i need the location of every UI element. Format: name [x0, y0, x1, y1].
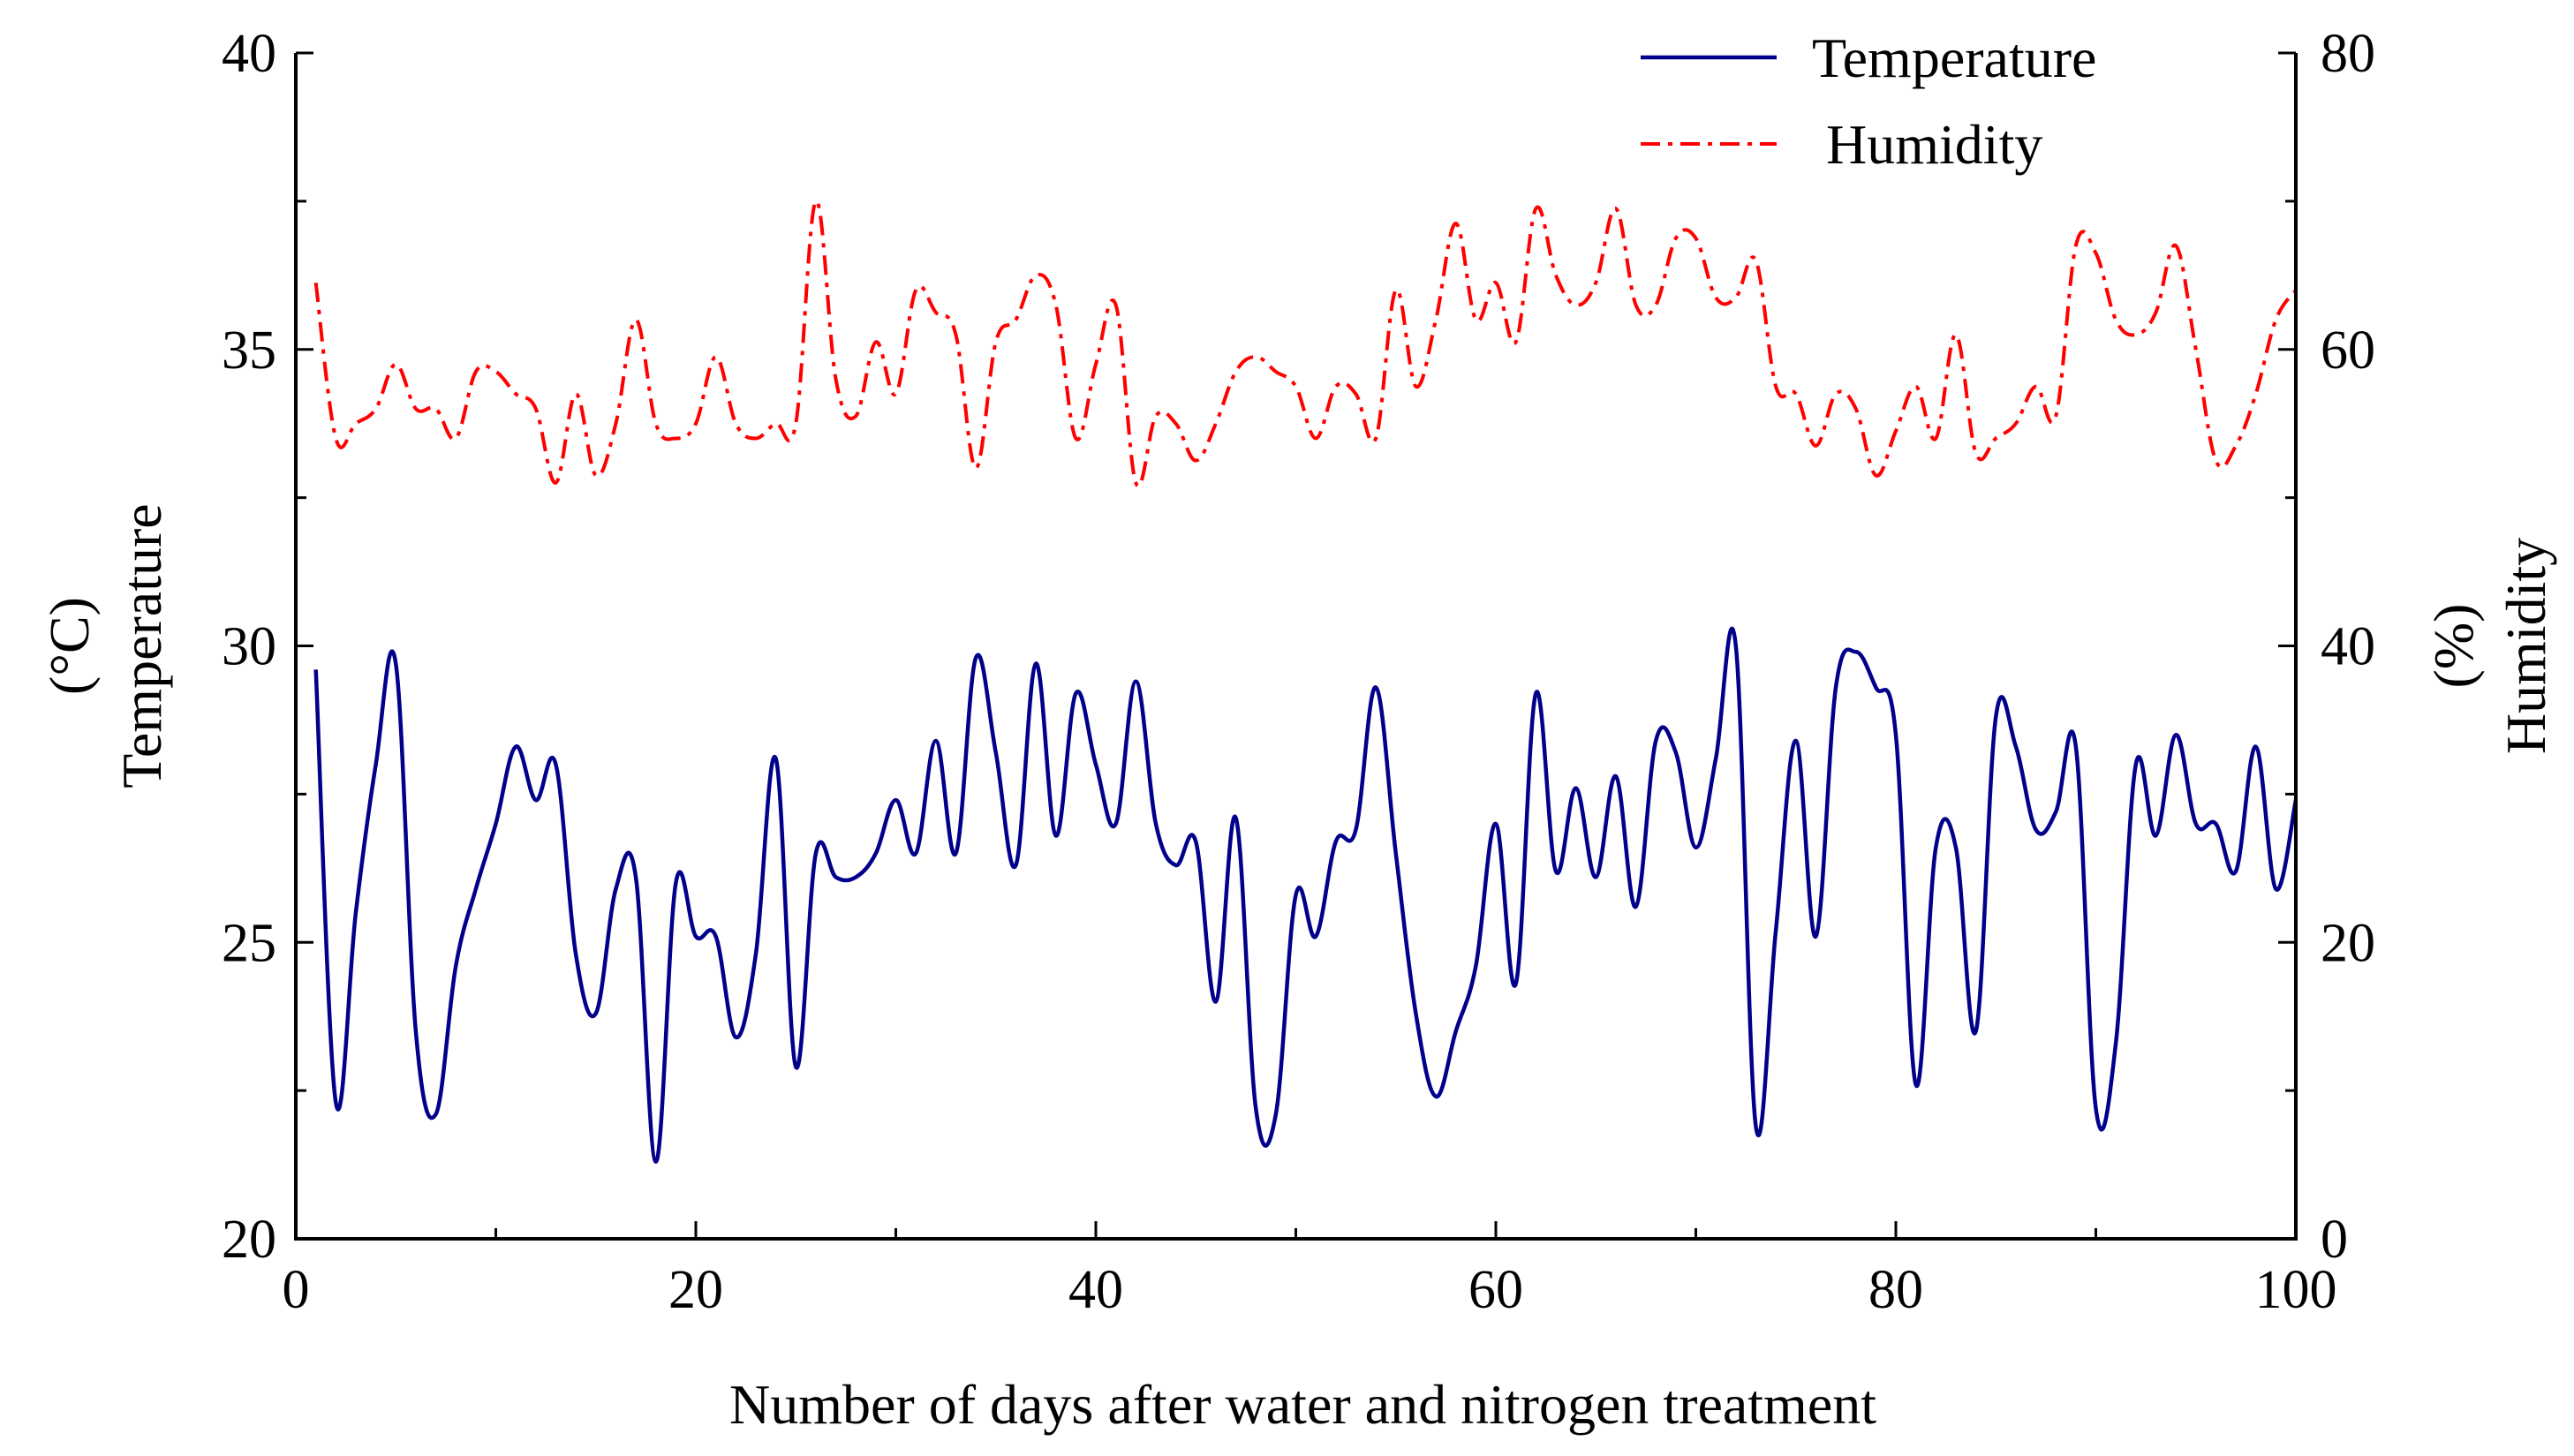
- left-y-tick-label: 25: [222, 913, 276, 973]
- x-tick-label: 20: [668, 1260, 723, 1320]
- x-tick-label: 100: [2255, 1260, 2337, 1320]
- right-y-axis-title: (%) Humidity: [2422, 538, 2557, 754]
- x-tick-label: 40: [1068, 1260, 1123, 1320]
- series-line-humidity: [313, 199, 2298, 488]
- legend-label-temperature: Temperature: [1812, 26, 2096, 89]
- right-y-axis-name: Humidity: [2495, 538, 2557, 754]
- left-y-tick-label: 35: [222, 321, 276, 381]
- left-y-axis-title: (°C) Temperature: [38, 503, 173, 788]
- left-y-tick-label: 30: [222, 617, 276, 677]
- left-y-tick-label: 20: [222, 1210, 276, 1270]
- left-y-axis-unit: (°C): [38, 597, 101, 695]
- x-axis-title: Number of days after water and nitrogen …: [729, 1373, 1876, 1436]
- x-tick-label: 60: [1468, 1260, 1523, 1320]
- x-tick-label: 80: [1868, 1260, 1923, 1320]
- x-tick-label: 0: [283, 1260, 310, 1320]
- left-y-tick-label: 40: [222, 24, 276, 84]
- right-y-tick-label: 0: [2321, 1210, 2348, 1270]
- left-y-axis-name: Temperature: [110, 503, 173, 788]
- right-y-tick-label: 40: [2321, 617, 2375, 677]
- legend-label-humidity: Humidity: [1826, 113, 2042, 176]
- right-y-axis-unit: (%): [2422, 604, 2485, 689]
- right-y-tick-label: 60: [2321, 321, 2375, 381]
- right-y-tick-label: 80: [2321, 24, 2375, 84]
- right-y-tick-label: 20: [2321, 913, 2375, 973]
- series-line-temperature: [313, 626, 2298, 1164]
